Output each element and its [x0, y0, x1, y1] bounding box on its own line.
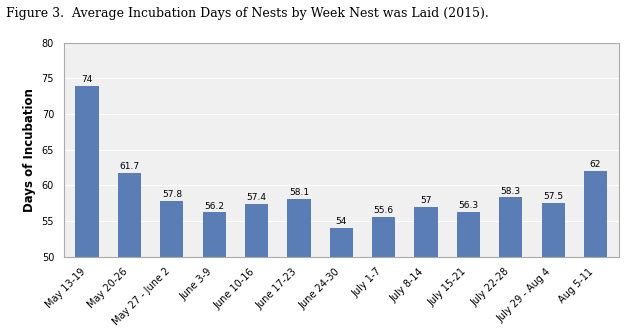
Bar	[415, 207, 438, 329]
Text: 57.5: 57.5	[543, 192, 563, 201]
Text: 58.3: 58.3	[501, 187, 521, 196]
Text: 57: 57	[420, 196, 432, 205]
Bar	[499, 197, 523, 329]
Text: 57.8: 57.8	[162, 190, 182, 199]
Bar	[287, 199, 311, 329]
Text: 58.1: 58.1	[289, 188, 309, 197]
Text: 57.4: 57.4	[247, 193, 267, 202]
Bar	[584, 171, 607, 329]
Text: 62: 62	[590, 160, 601, 169]
Text: 74: 74	[82, 75, 93, 84]
Text: 56.3: 56.3	[458, 201, 478, 210]
Text: 55.6: 55.6	[374, 206, 394, 215]
Bar	[542, 203, 565, 329]
Bar	[75, 86, 99, 329]
Bar	[372, 217, 396, 329]
Bar	[203, 213, 226, 329]
Text: Figure 3.  Average Incubation Days of Nests by Week Nest was Laid (2015).: Figure 3. Average Incubation Days of Nes…	[6, 7, 489, 20]
Y-axis label: Days of Incubation: Days of Incubation	[23, 88, 36, 212]
Text: 61.7: 61.7	[119, 163, 140, 171]
Bar	[457, 212, 480, 329]
Bar	[330, 228, 353, 329]
Bar	[245, 204, 268, 329]
Text: 54: 54	[336, 217, 347, 226]
Bar	[160, 201, 184, 329]
Text: 56.2: 56.2	[204, 202, 224, 211]
Bar	[118, 173, 141, 329]
